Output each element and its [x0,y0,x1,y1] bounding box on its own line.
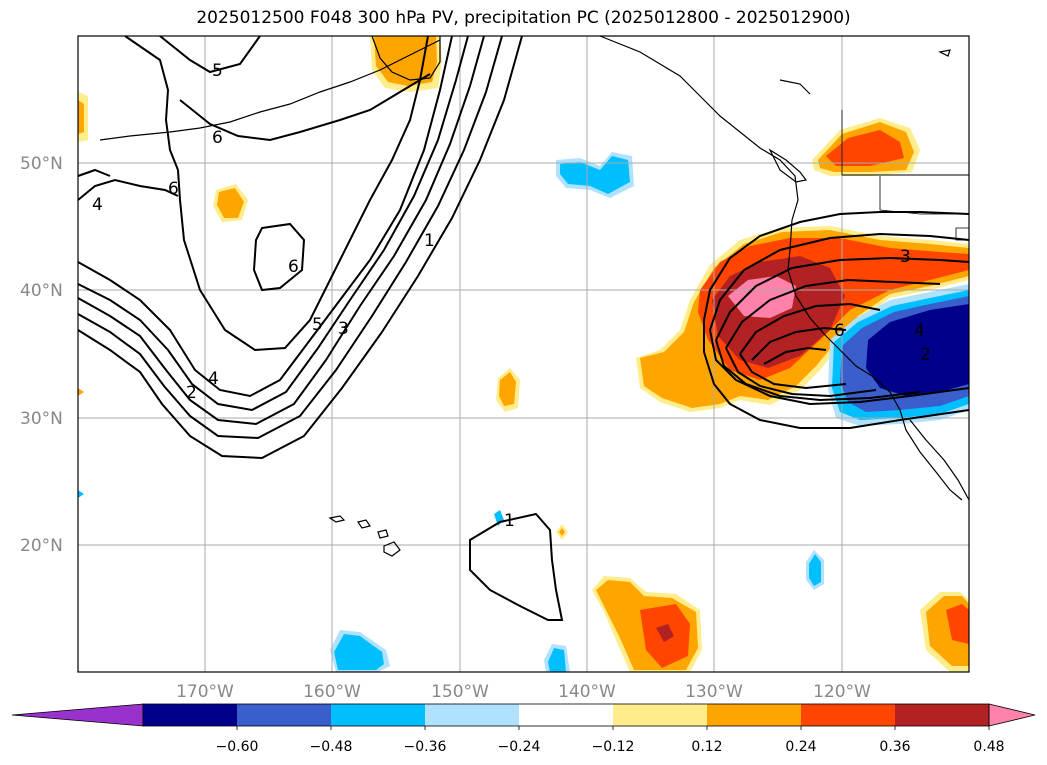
lon-label-120w: 120°W [813,682,871,702]
contour-label: 4 [914,321,925,341]
lon-label-130w: 130°W [685,682,743,702]
contour-label: 4 [92,195,103,215]
colorbar-tick-label: 0.48 [973,739,1004,755]
map-frame [77,35,970,673]
colorbar-segment [143,704,237,726]
contour-label: 5 [212,61,223,81]
colorbar-segment [331,704,425,726]
colorbar-segment [801,704,895,726]
lon-label-160w: 160°W [303,682,361,702]
contour-label: 2 [186,383,197,403]
contour-label: 6 [168,179,179,199]
contour-label: 5 [312,315,323,335]
colorbar-segment [237,704,331,726]
colorbar-tick-label: 0.36 [879,739,910,755]
colorbar-tick-label: −0.48 [310,739,353,755]
colorbar-extend-max [988,703,1036,727]
contour-label: 1 [424,231,435,251]
grid-lines [78,36,969,672]
colorbar-tick-label: 0.12 [691,739,722,755]
colorbar-segment [613,704,707,726]
colorbar-tick-label: −0.36 [404,739,447,755]
colorbar-tick-label: −0.12 [592,739,635,755]
contour-label: 1 [504,511,515,531]
lat-label-20n: 20°N [20,536,63,556]
lat-labels: 50°N 40°N 30°N 20°N [20,154,63,556]
contour-label: 6 [212,128,223,148]
colorbar-extend-min [11,703,144,727]
lat-label-30n: 30°N [20,409,63,429]
lon-label-170w: 170°W [176,682,234,702]
colorbar-segment [707,704,801,726]
colorbar-tick-label: −0.60 [216,739,259,755]
colorbar: −0.60 −0.48 −0.36 −0.24 −0.12 0.12 0.24 0.36 0.4… [11,703,1036,755]
lon-label-150w: 150°W [431,682,489,702]
colorbar-segment [519,704,613,726]
contour-label: 2 [920,345,931,365]
pv-contours [77,35,970,621]
contour-label: 4 [208,369,219,389]
map-title: 2025012500 F048 300 hPa PV, precipitatio… [196,8,851,28]
precip-shading [78,36,969,672]
lon-label-140w: 140°W [558,682,616,702]
lat-label-50n: 50°N [20,154,63,174]
contour-label: 3 [900,247,911,267]
colorbar-tick-label: −0.24 [498,739,541,755]
colorbar-outline [142,703,990,727]
lon-labels: 170°W 160°W 150°W 140°W 130°W 120°W [176,682,871,702]
coastlines [99,35,970,557]
colorbar-segment [895,704,989,726]
lat-label-40n: 40°N [20,281,63,301]
contour-label: 6 [288,257,299,277]
colorbar-tick-label: 0.24 [785,739,816,755]
contour-label: 3 [338,319,349,339]
colorbar-segment [425,704,519,726]
contour-label: 6 [834,321,845,341]
contour-labels: 5 6 6 4 6 1 5 3 2 4 1 3 6 4 2 [92,61,931,531]
